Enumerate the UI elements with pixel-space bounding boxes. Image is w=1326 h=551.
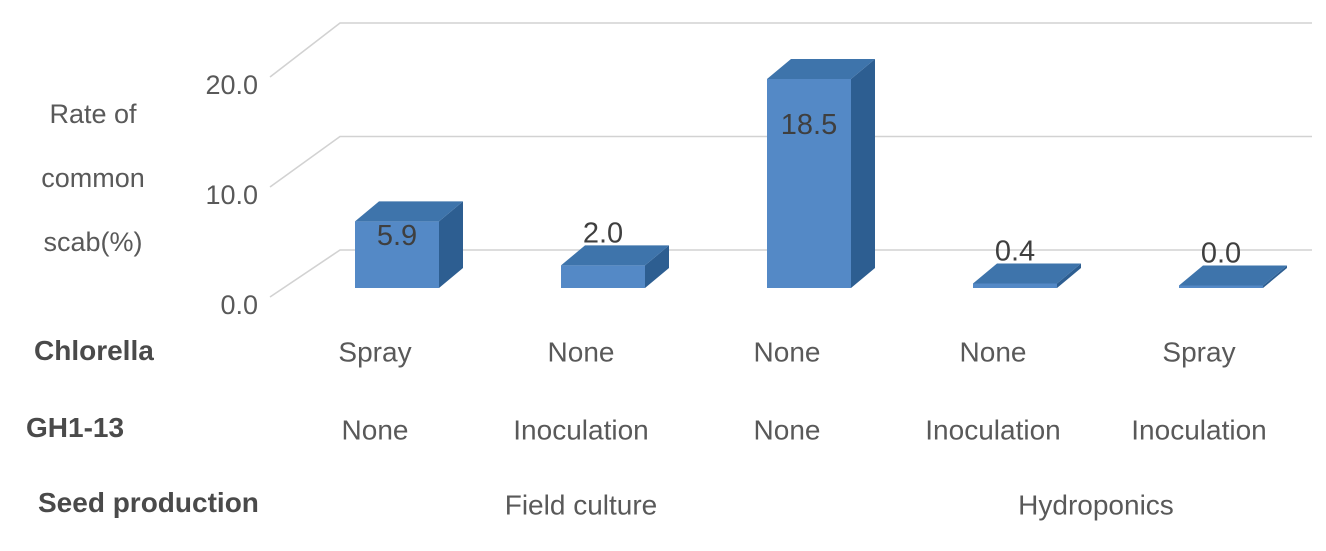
- bar-side-face: [851, 58, 875, 289]
- axis-row-header-seed-production: Seed production: [38, 487, 259, 518]
- gridline-10.0: [269, 135, 1312, 188]
- category-gh1-13-3: Inoculation: [925, 415, 1060, 446]
- bar-side-face: [1263, 265, 1287, 288]
- bar-top-face: [355, 201, 463, 222]
- y-axis-title: Rate of common scab(%): [10, 82, 176, 274]
- bar-top-face: [973, 263, 1081, 284]
- category-chlorella-1: None: [548, 337, 615, 368]
- category-gh1-13-4: Inoculation: [1131, 415, 1266, 446]
- bar-top-face: [767, 58, 875, 79]
- bar-side-face: [645, 245, 669, 288]
- category-group-field-culture: Field culture: [505, 490, 658, 521]
- y-tick-label-0.0: 0.0: [220, 290, 258, 320]
- category-gh1-13-2: None: [754, 415, 821, 446]
- bar-data-label-0.0: 0.0: [1201, 238, 1241, 270]
- category-gh1-13-1: Inoculation: [513, 415, 648, 446]
- y-tick-label-20.0: 20.0: [205, 70, 258, 100]
- gridline-20.0: [269, 22, 1312, 78]
- bar-top-face: [1179, 265, 1287, 286]
- y-axis-title-line-2: common: [41, 163, 145, 193]
- category-chlorella-3: None: [960, 337, 1027, 368]
- bar-front-face: [355, 221, 439, 288]
- bar-front-face: [767, 78, 851, 288]
- gridline-0.0: [269, 249, 1312, 298]
- bar-data-label-5.9: 5.9: [377, 220, 417, 252]
- bar-front-face: [973, 283, 1057, 288]
- y-tick-label-10.0: 10.0: [205, 180, 258, 210]
- bar-front-face: [1179, 285, 1263, 288]
- y-axis-title-line-1: Rate of: [49, 99, 137, 129]
- bar-side-face: [1057, 263, 1081, 288]
- category-chlorella-4: Spray: [1162, 337, 1235, 368]
- bar-front-face: [561, 265, 645, 288]
- bar-top-face: [561, 245, 669, 266]
- axis-row-header-gh1-13: GH1-13: [26, 412, 125, 443]
- category-gh1-13-0: None: [342, 415, 409, 446]
- category-group-hydroponics: Hydroponics: [1018, 490, 1174, 521]
- bar-data-label-18.5: 18.5: [781, 109, 837, 141]
- y-axis-title-line-3: scab(%): [43, 227, 143, 257]
- bar-data-label-0.4: 0.4: [995, 235, 1035, 267]
- bar-side-face: [439, 201, 463, 288]
- category-chlorella-2: None: [754, 337, 821, 368]
- category-chlorella-0: Spray: [338, 337, 411, 368]
- axis-row-header-chlorella: Chlorella: [34, 335, 154, 366]
- bar-data-label-2.0: 2.0: [583, 217, 623, 249]
